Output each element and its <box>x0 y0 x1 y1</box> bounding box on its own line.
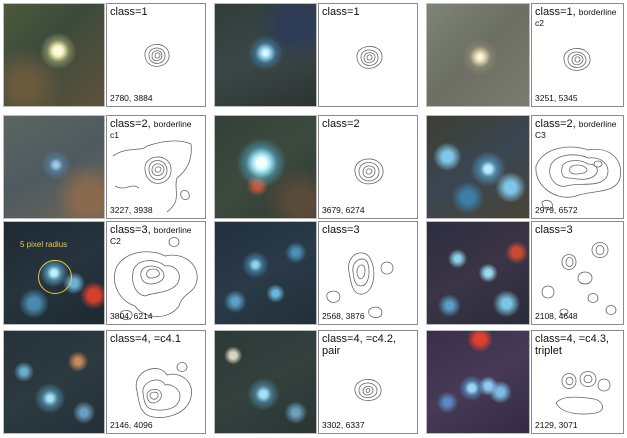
contour-lines <box>354 379 382 401</box>
contour-lines <box>356 46 383 69</box>
galaxy-image <box>426 115 530 219</box>
contour-plot: class=3, borderline C2 3804, 6214 <box>106 221 206 325</box>
contour-lines <box>326 252 394 318</box>
coordinates: 2108, 4648 <box>535 311 578 321</box>
contour-plot: class=4, =c4.3, triplet 2129, 3071 <box>531 330 624 434</box>
contour-plot: class=1 2780, 3884 <box>106 3 206 107</box>
galaxy-image <box>3 115 105 219</box>
coordinates: 2979, 6572 <box>535 205 578 215</box>
contour-lines <box>114 237 198 320</box>
contour-lines <box>535 146 622 210</box>
galaxy-image <box>426 221 530 325</box>
class-sublabel: C3 <box>535 130 546 140</box>
class-sublabel: c1 <box>110 130 119 140</box>
contour-plot: class=1 <box>318 3 418 107</box>
class-label: class=3 <box>322 224 360 236</box>
galaxy-image <box>426 330 530 434</box>
class-label: class=3, borderline <box>110 224 192 236</box>
class-label: class=3 <box>535 224 573 236</box>
contour-plot: class=2 3679, 6274 <box>318 115 418 219</box>
class-label: class=2, borderline <box>535 118 617 130</box>
contour-lines <box>563 48 591 71</box>
class-label: class=4, =c4.1 <box>110 333 181 345</box>
contour-plot: class=2, borderline C3 2979, 6572 <box>531 115 624 219</box>
class-label: class=2, borderline <box>110 118 192 130</box>
contour-plot: class=3 2568, 3876 <box>318 221 418 325</box>
contour-lines <box>354 158 384 185</box>
galaxy-image <box>214 115 317 219</box>
coordinates: 2146, 4096 <box>110 420 153 430</box>
radius-annotation: 5 pixel radius <box>20 240 68 249</box>
contour-plot: class=4, =c4.2, pair 3302, 6337 <box>318 330 418 434</box>
coordinates: 3227, 3938 <box>110 205 153 215</box>
class-label: class=1 <box>110 6 148 18</box>
class-label: class=4, =c4.2, <box>322 333 396 345</box>
galaxy-image <box>214 3 317 107</box>
class-sublabel: pair <box>322 345 341 357</box>
coordinates: 3302, 6337 <box>322 420 365 430</box>
class-sublabel: c2 <box>535 18 544 28</box>
contour-lines <box>541 242 617 316</box>
coordinates: 3251, 5345 <box>535 93 578 103</box>
class-label: class=2 <box>322 118 360 130</box>
coordinates: 3679, 6274 <box>322 205 365 215</box>
contour-plot: class=1, borderline c2 3251, 5345 <box>531 3 624 107</box>
class-label: class=4, =c4.3, <box>535 333 609 345</box>
contour-plot: class=3 2108, 4648 <box>531 221 624 325</box>
galaxy-image <box>214 330 317 434</box>
galaxy-image <box>214 221 317 325</box>
class-sublabel: C2 <box>110 236 121 246</box>
coordinates: 2129, 3071 <box>535 420 578 430</box>
contour-lines <box>112 140 192 213</box>
aperture-circle <box>38 260 72 294</box>
galaxy-image <box>3 330 105 434</box>
galaxy-image <box>426 3 530 107</box>
contour-plot: class=4, =c4.1 2146, 4096 <box>106 330 206 434</box>
contour-plot: class=2, borderline c1 3227, 3938 <box>106 115 206 219</box>
contour-lines <box>555 371 611 415</box>
class-label: class=1 <box>322 6 360 18</box>
galaxy-image: 5 pixel radius <box>3 221 105 325</box>
galaxy-image <box>3 3 105 107</box>
class-sublabel: triplet <box>535 345 562 357</box>
contour-lines <box>144 44 170 67</box>
class-label: class=1, borderline <box>535 6 617 18</box>
contour-lines <box>135 362 193 418</box>
coordinates: 3804, 6214 <box>110 311 153 321</box>
coordinates: 2568, 3876 <box>322 311 365 321</box>
coordinates: 2780, 3884 <box>110 93 153 103</box>
